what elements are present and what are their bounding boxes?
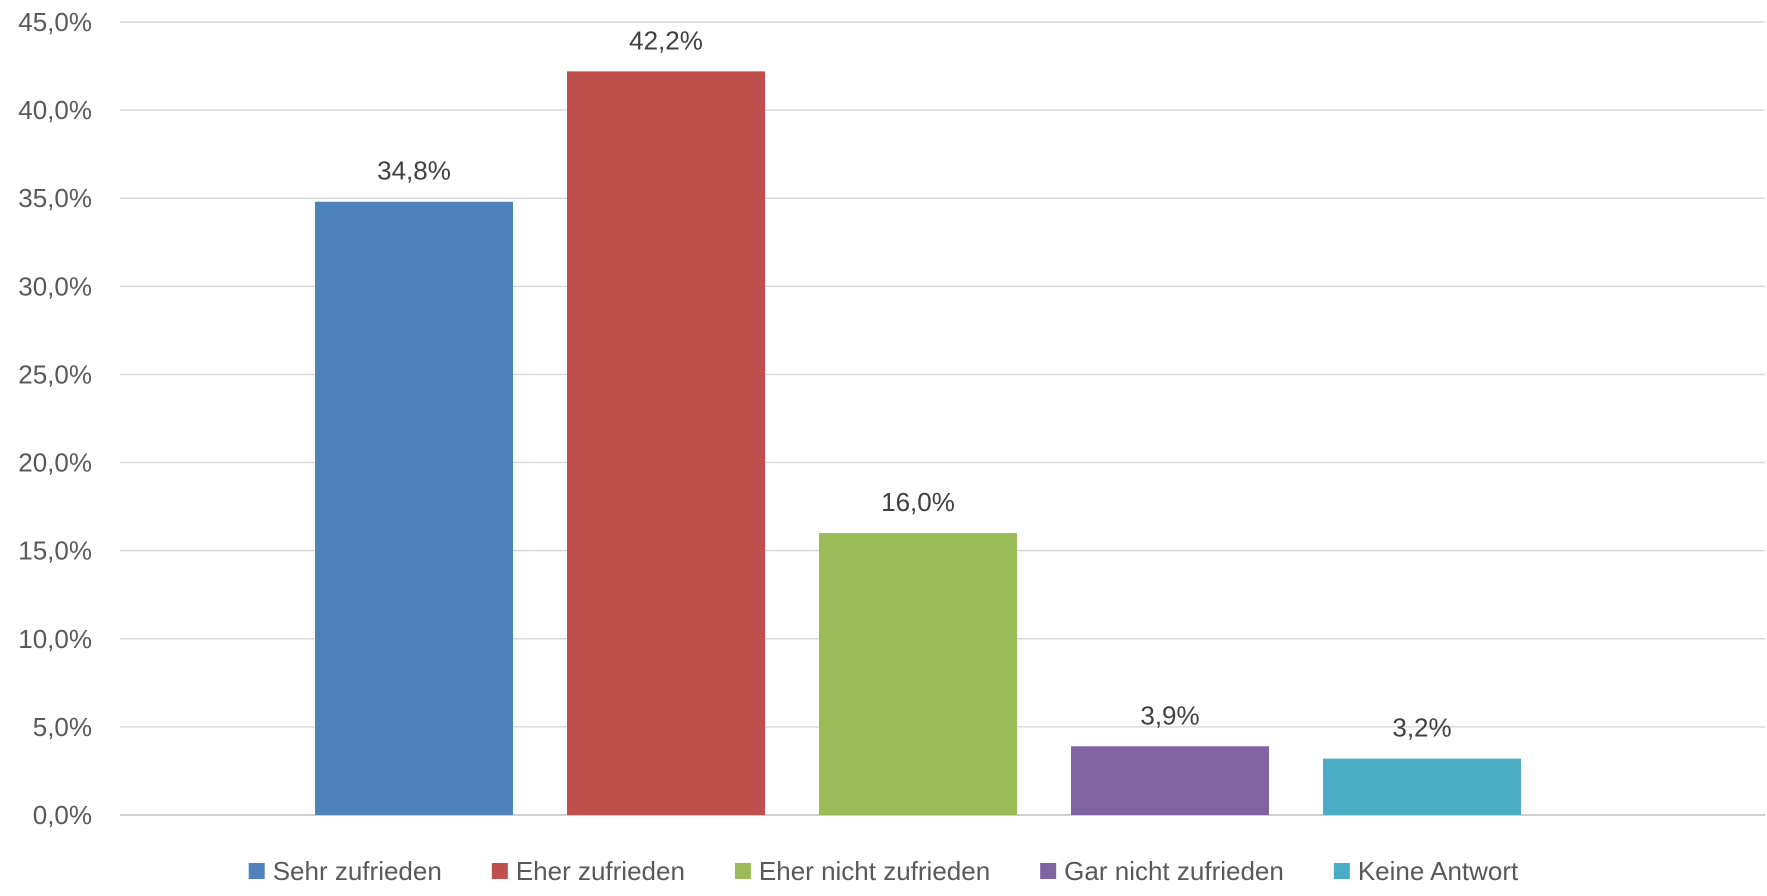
bars <box>315 71 1521 815</box>
legend-label: Keine Antwort <box>1358 856 1519 886</box>
data-label: 16,0% <box>881 487 955 517</box>
legend-swatch <box>248 863 265 879</box>
legend: Sehr zufrieden Eher zufrieden Eher nicht z… <box>248 856 1519 886</box>
data-label: 3,2% <box>1392 713 1451 743</box>
y-tick-label: 25,0% <box>18 359 92 389</box>
legend-swatch <box>491 863 508 879</box>
y-tick-label: 30,0% <box>18 271 92 301</box>
y-tick-label: 15,0% <box>18 536 92 566</box>
y-tick-label: 40,0% <box>18 95 92 125</box>
data-label: 42,2% <box>629 25 703 55</box>
bar-eher-nicht-zufrieden <box>819 533 1017 815</box>
data-label: 3,9% <box>1140 700 1199 730</box>
legend-swatch <box>1333 863 1350 879</box>
y-tick-label: 5,0% <box>33 712 92 742</box>
y-tick-label: 0,0% <box>33 800 92 830</box>
legend-swatch <box>1040 863 1057 879</box>
legend-label: Eher nicht zufrieden <box>759 856 990 886</box>
legend-label: Gar nicht zufrieden <box>1064 856 1284 886</box>
bar-keine-antwort <box>1323 758 1521 815</box>
y-tick-label: 45,0% <box>18 7 92 37</box>
y-axis-tick-labels: 0,0% 5,0% 10,0% 15,0% 20,0% 25,0% 30,0% 35,0% 40… <box>18 7 92 830</box>
bar-sehr-zufrieden <box>315 201 513 815</box>
legend-label: Eher zufrieden <box>516 856 685 886</box>
data-label: 34,8% <box>377 156 451 186</box>
legend-label: Sehr zufrieden <box>273 856 442 886</box>
legend-swatch <box>734 863 751 879</box>
bar-eher-zufrieden <box>567 71 765 815</box>
y-tick-label: 35,0% <box>18 183 92 213</box>
y-tick-label: 10,0% <box>18 624 92 654</box>
data-labels: 34,8% 42,2% 16,0% 3,9% 3,2% <box>377 25 1452 742</box>
bar-gar-nicht-zufrieden <box>1071 746 1269 815</box>
y-tick-label: 20,0% <box>18 448 92 478</box>
